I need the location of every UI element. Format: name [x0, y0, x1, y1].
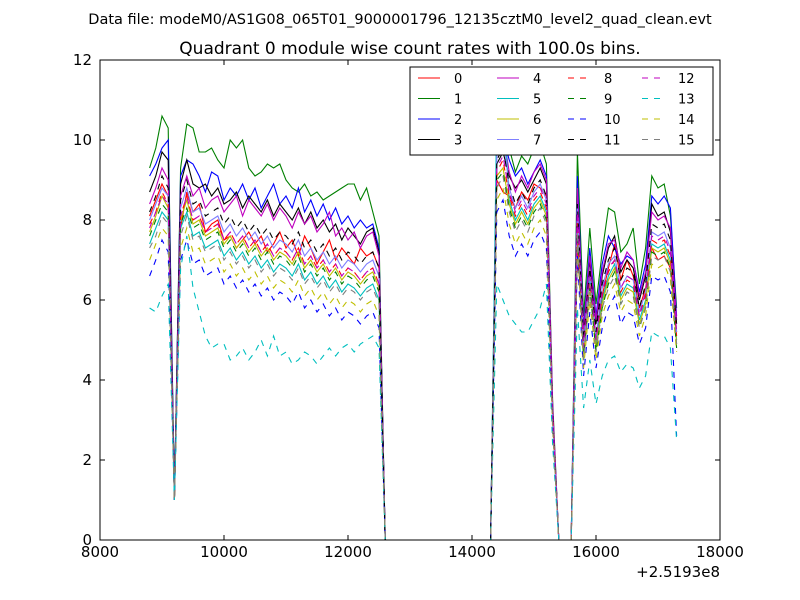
- legend-label-15: 15: [678, 134, 695, 149]
- legend-label-12: 12: [678, 72, 695, 87]
- x-tick-label: 18000: [696, 543, 744, 561]
- legend-label-7: 7: [533, 134, 541, 149]
- x-tick-label: 14000: [448, 543, 496, 561]
- x-tick-label: 16000: [572, 543, 620, 561]
- y-tick-label: 4: [82, 371, 92, 389]
- x-tick-label: 12000: [324, 543, 372, 561]
- legend-label-10: 10: [604, 113, 621, 128]
- legend-label-14: 14: [678, 113, 695, 128]
- legend-label-11: 11: [604, 134, 621, 149]
- x-axis-offset-label: +2.5193e8: [636, 563, 720, 581]
- legend-label-1: 1: [454, 93, 462, 108]
- legend-label-5: 5: [533, 93, 541, 108]
- y-tick-label: 12: [73, 51, 92, 69]
- y-tick-label: 10: [73, 131, 92, 149]
- legend-label-4: 4: [533, 72, 541, 87]
- chart-title: Quadrant 0 module wise count rates with …: [179, 39, 640, 59]
- series-line-13: [149, 235, 678, 541]
- legend-label-13: 13: [678, 93, 695, 108]
- legend-label-6: 6: [533, 113, 541, 128]
- legend-frame: [409, 66, 714, 156]
- legend-label-8: 8: [604, 72, 612, 87]
- y-tick-label: 2: [82, 451, 92, 469]
- legend-label-2: 2: [454, 113, 462, 128]
- x-axis: 8000 10000 12000 14000 16000 18000: [81, 60, 744, 561]
- figure-suptitle: Data file: modeM0/AS1G08_065T01_90000017…: [88, 12, 712, 28]
- legend-label-0: 0: [454, 72, 462, 87]
- x-tick-label: 8000: [81, 543, 119, 561]
- y-tick-label: 0: [82, 531, 92, 549]
- legend-label-3: 3: [454, 134, 462, 149]
- legend-label-9: 9: [604, 93, 612, 108]
- y-tick-label: 8: [82, 211, 92, 229]
- y-tick-label: 6: [82, 291, 92, 309]
- x-tick-label: 10000: [200, 543, 248, 561]
